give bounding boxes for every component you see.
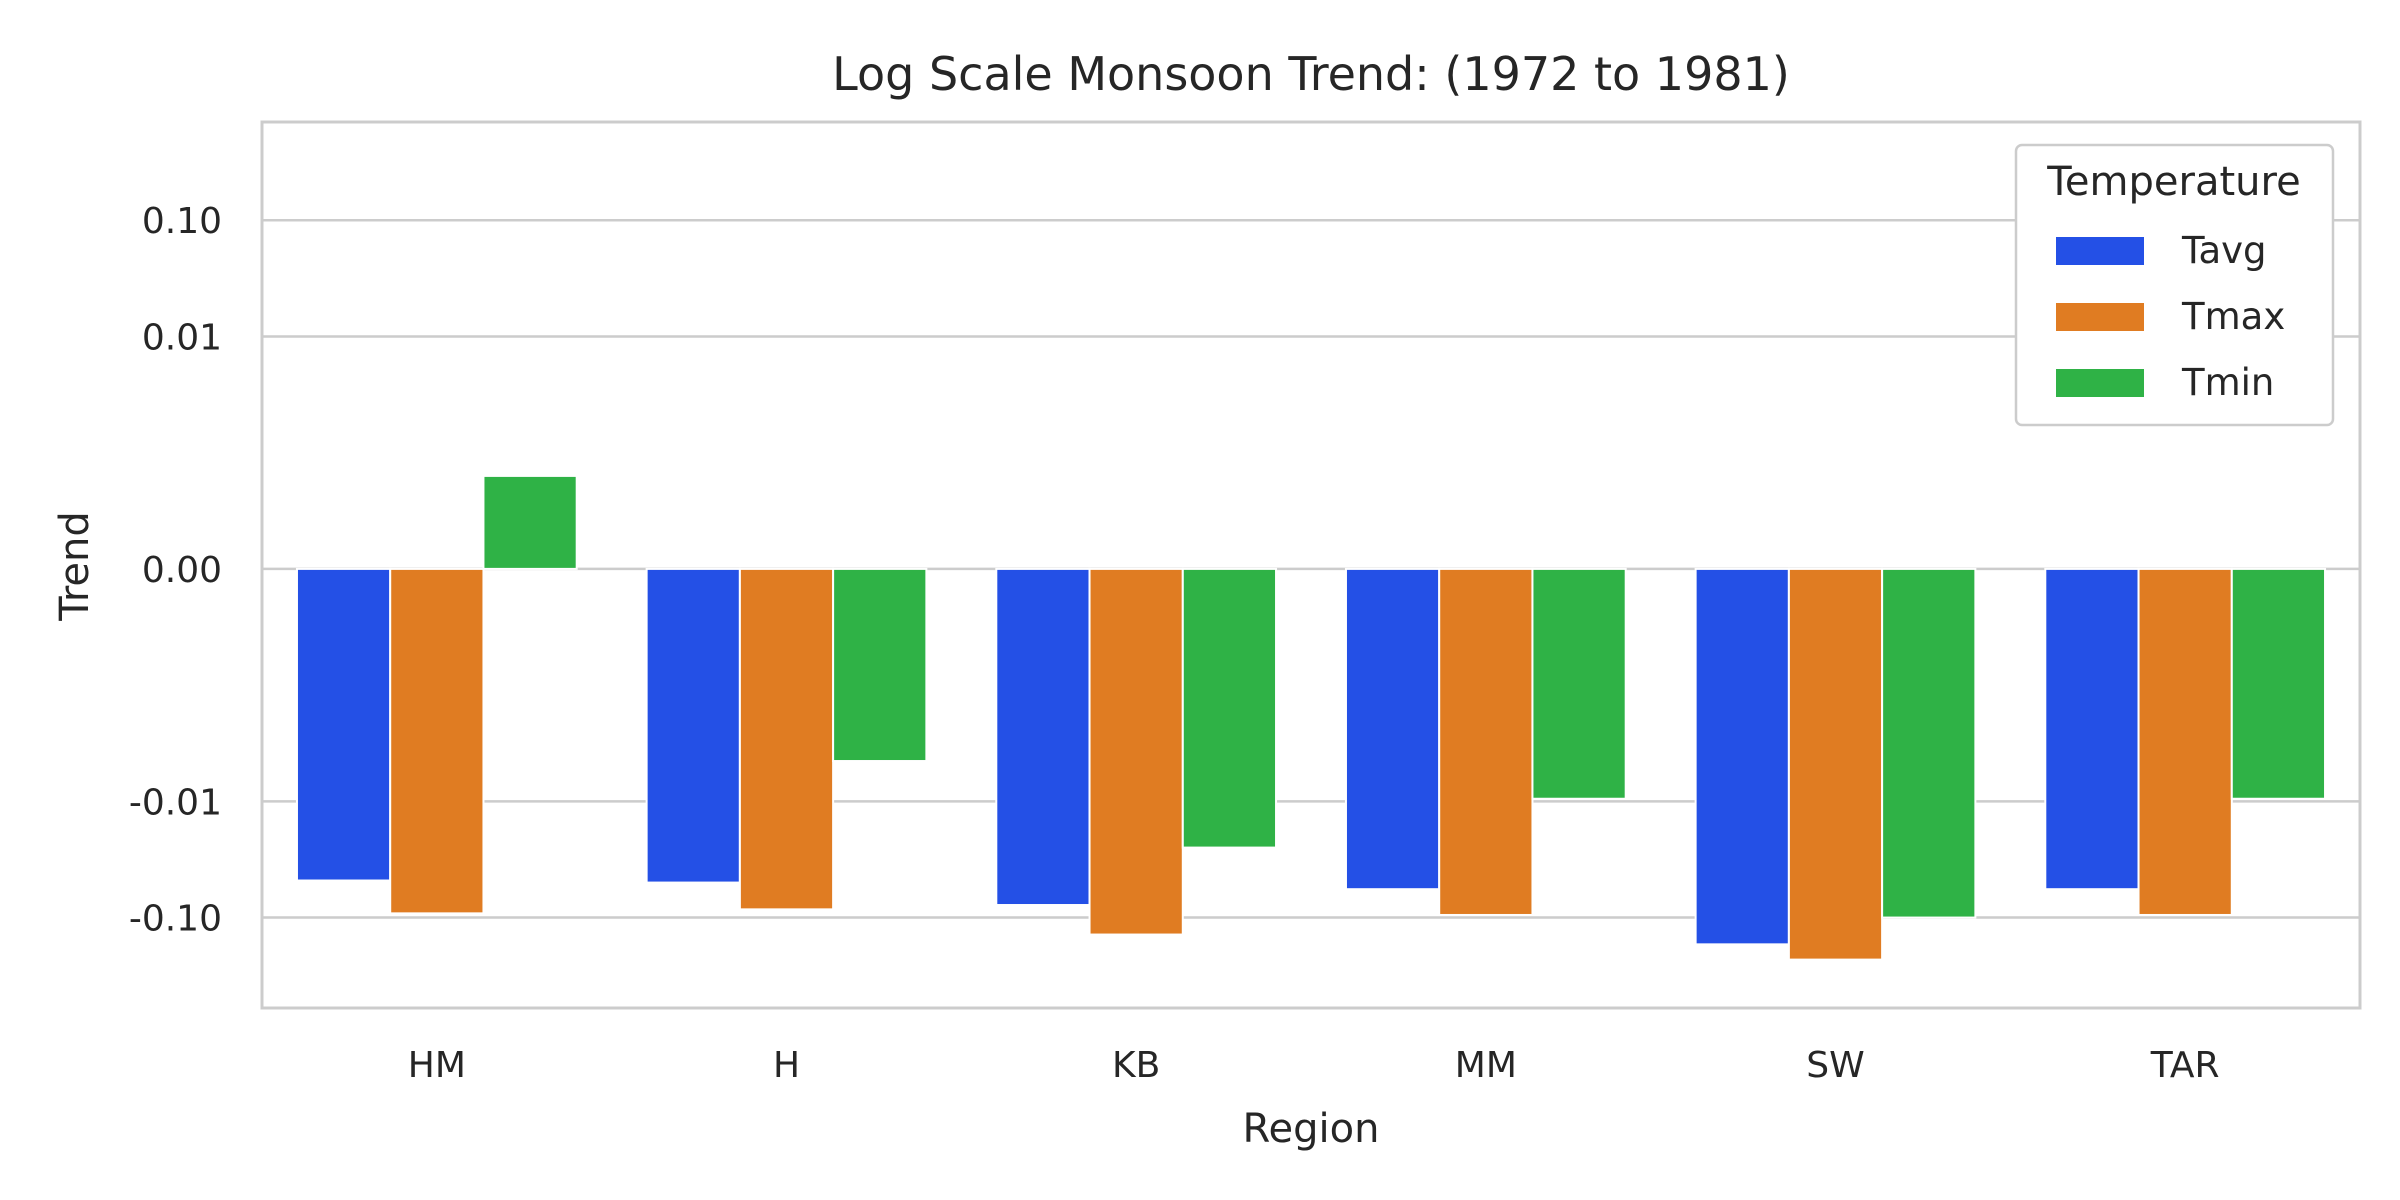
plot-background [262, 122, 2360, 1008]
bar-tavg-mm [1344, 567, 1441, 891]
gridlines [262, 218, 2360, 919]
bars [295, 474, 2327, 961]
legend: Temperature Tavg Tmax Tmin [2014, 143, 2335, 427]
x-tick-labels: HM H KB MM SW TAR [408, 1045, 2220, 1086]
bar-tmax-tar [2137, 567, 2233, 916]
bar-tmin-hm [482, 474, 578, 570]
bar-tavg-kb [995, 567, 1091, 907]
bar-tavg-sw [1694, 567, 1790, 946]
plot-frame [260, 120, 2362, 1010]
y-tick-label: -0.10 [129, 899, 222, 940]
legend-swatch-tmin [2056, 369, 2144, 397]
y-tick-label: 0.00 [142, 550, 222, 591]
bar-tmax-sw [1787, 567, 1884, 961]
chart-title: Log Scale Monsoon Trend: (1972 to 1981) [832, 47, 1790, 101]
bar-tmin-mm [1531, 567, 1627, 800]
bar-tavg-hm [295, 567, 392, 882]
bar-tmin-kb [1181, 567, 1278, 849]
bar-tmax-h [738, 567, 835, 911]
x-tick-label: TAR [2150, 1045, 2220, 1086]
legend-swatch-tavg [2056, 237, 2144, 265]
bar-tavg-h [645, 567, 741, 884]
legend-label-tmin: Tmin [2181, 361, 2274, 404]
y-tick-label: 0.10 [142, 201, 222, 242]
x-tick-label: SW [1806, 1045, 1864, 1086]
legend-swatch-tmax [2056, 303, 2144, 331]
x-tick-label: H [773, 1045, 800, 1086]
bar-tmin-h [832, 567, 928, 763]
y-tick-label: -0.01 [129, 782, 222, 823]
legend-label-tmax: Tmax [2181, 295, 2285, 338]
bar-tavg-tar [2044, 567, 2140, 891]
x-tick-label: KB [1112, 1045, 1160, 1086]
legend-box [2014, 143, 2335, 427]
bar-tmax-kb [1088, 567, 1184, 936]
bar-tmax-hm [389, 567, 485, 915]
y-axis-label: Trend [52, 511, 98, 621]
bar-tmax-mm [1438, 567, 1534, 916]
bar-tmin-tar [2230, 567, 2327, 800]
x-tick-label: MM [1455, 1045, 1517, 1086]
bar-tmin-sw [1881, 567, 1977, 919]
x-tick-label: HM [408, 1045, 466, 1086]
legend-label-tavg: Tavg [2181, 229, 2267, 272]
y-tick-label: 0.01 [142, 317, 222, 358]
x-axis-label: Region [1243, 1106, 1380, 1152]
legend-title: Temperature [2046, 159, 2300, 205]
y-tick-labels: 0.10 0.01 0.00 -0.01 -0.10 [129, 201, 222, 939]
